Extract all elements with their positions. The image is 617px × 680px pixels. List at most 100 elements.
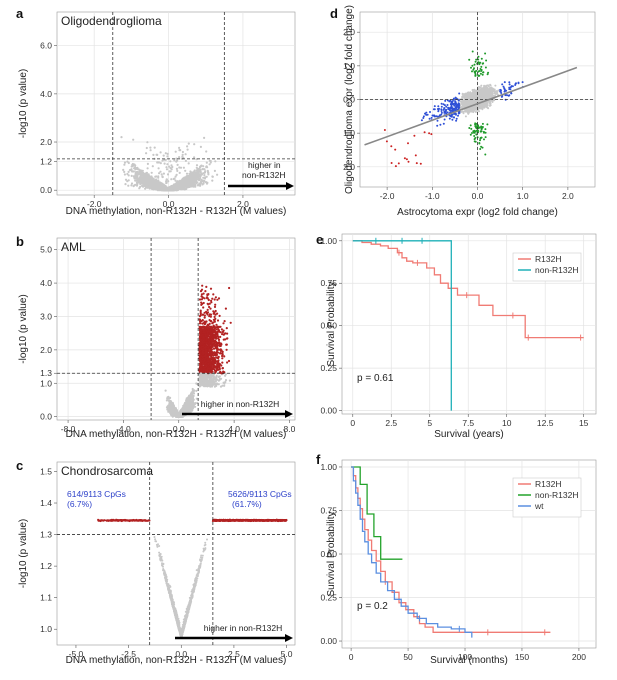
background-point	[195, 173, 198, 176]
background-point	[150, 184, 153, 188]
significant-point	[224, 338, 227, 341]
background-point	[205, 165, 208, 169]
background-point	[134, 183, 137, 186]
background-point	[213, 169, 216, 172]
background-point	[168, 170, 171, 173]
significant-point	[217, 355, 220, 359]
background-point	[199, 168, 202, 172]
background-point	[224, 379, 228, 382]
background-point	[166, 173, 170, 176]
background-point	[179, 166, 183, 169]
y-axis-label: -log10 (p value)	[18, 294, 29, 363]
data-points	[164, 284, 232, 418]
significant-point	[215, 326, 218, 329]
y-tick-label: 2.0	[40, 137, 52, 147]
background-point	[170, 178, 173, 181]
background-point	[141, 185, 145, 188]
background-point	[215, 376, 218, 379]
background-point	[196, 171, 200, 174]
x-tick-label: -4.0	[116, 424, 131, 434]
background-point	[203, 168, 206, 171]
background-point	[172, 177, 175, 181]
x-tick-label: 0.0	[173, 424, 185, 434]
background-point	[136, 182, 139, 186]
background-point	[146, 185, 149, 188]
background-point	[166, 163, 169, 166]
background-point	[184, 159, 187, 162]
panel-title: Oligodendroglioma	[61, 14, 162, 28]
background-point	[146, 141, 149, 144]
background-point	[195, 164, 199, 167]
background-point	[203, 177, 207, 180]
background-point	[134, 173, 137, 176]
background-point	[181, 153, 184, 156]
background-point	[123, 161, 127, 164]
background-point	[177, 187, 180, 190]
significant-point	[222, 333, 225, 336]
y-tick-label: 1.0	[40, 378, 52, 388]
background-point	[191, 175, 194, 178]
background-point	[175, 157, 178, 160]
significant-point	[221, 333, 224, 336]
background-point	[140, 169, 143, 172]
significant-point	[216, 349, 219, 352]
background-point	[161, 159, 164, 162]
background-point	[147, 176, 150, 179]
background-point	[127, 170, 130, 173]
y-tick-label: 2.0	[40, 345, 52, 355]
background-point	[194, 185, 197, 188]
panel-b: -8.0 -4.0 0.0 4.0 8.00.01.01.32.03.04.05.0DN…	[16, 234, 296, 440]
significant-point	[214, 303, 217, 306]
background-point	[195, 176, 198, 180]
background-point	[162, 185, 165, 188]
background-point	[158, 172, 161, 175]
background-point	[152, 183, 155, 186]
background-point	[182, 156, 185, 159]
significant-point	[223, 320, 226, 323]
background-point	[186, 148, 189, 151]
background-point	[208, 159, 211, 162]
background-point	[176, 183, 179, 187]
background-point	[168, 400, 171, 403]
background-point	[202, 176, 205, 179]
background-point	[165, 180, 168, 183]
background-point	[146, 175, 149, 178]
significant-point	[219, 335, 222, 338]
background-point	[149, 182, 152, 185]
significant-point	[205, 320, 208, 323]
background-point	[149, 178, 152, 181]
background-point	[203, 136, 206, 139]
background-point	[165, 181, 168, 184]
background-point	[126, 172, 129, 176]
background-point	[177, 185, 180, 188]
x-tick-label: 8.0	[284, 424, 296, 434]
background-point	[196, 175, 200, 178]
background-point	[215, 378, 218, 381]
y-tick-label: 0.0	[40, 412, 52, 422]
significant-point	[203, 316, 206, 319]
y-tick-label: 1.3	[40, 368, 52, 378]
arrow-label-line2: non-R132H	[242, 170, 285, 180]
significant-point	[216, 351, 220, 354]
background-point	[187, 181, 190, 184]
background-point	[123, 170, 126, 173]
background-point	[215, 374, 218, 377]
background-point	[183, 184, 186, 187]
background-point	[165, 399, 168, 402]
background-point	[145, 152, 148, 155]
significant-point	[201, 313, 204, 316]
background-point	[142, 174, 145, 177]
x-tick-label: 2.0	[237, 199, 249, 209]
background-point	[135, 176, 138, 179]
x-tick-label: -8.0	[61, 424, 76, 434]
background-point	[169, 160, 172, 163]
significant-point	[201, 284, 204, 287]
background-point	[184, 181, 187, 184]
background-point	[146, 177, 149, 180]
significant-point	[223, 355, 226, 358]
background-point	[199, 176, 202, 180]
background-point	[145, 146, 148, 150]
background-point	[133, 177, 136, 180]
background-point	[159, 186, 163, 190]
